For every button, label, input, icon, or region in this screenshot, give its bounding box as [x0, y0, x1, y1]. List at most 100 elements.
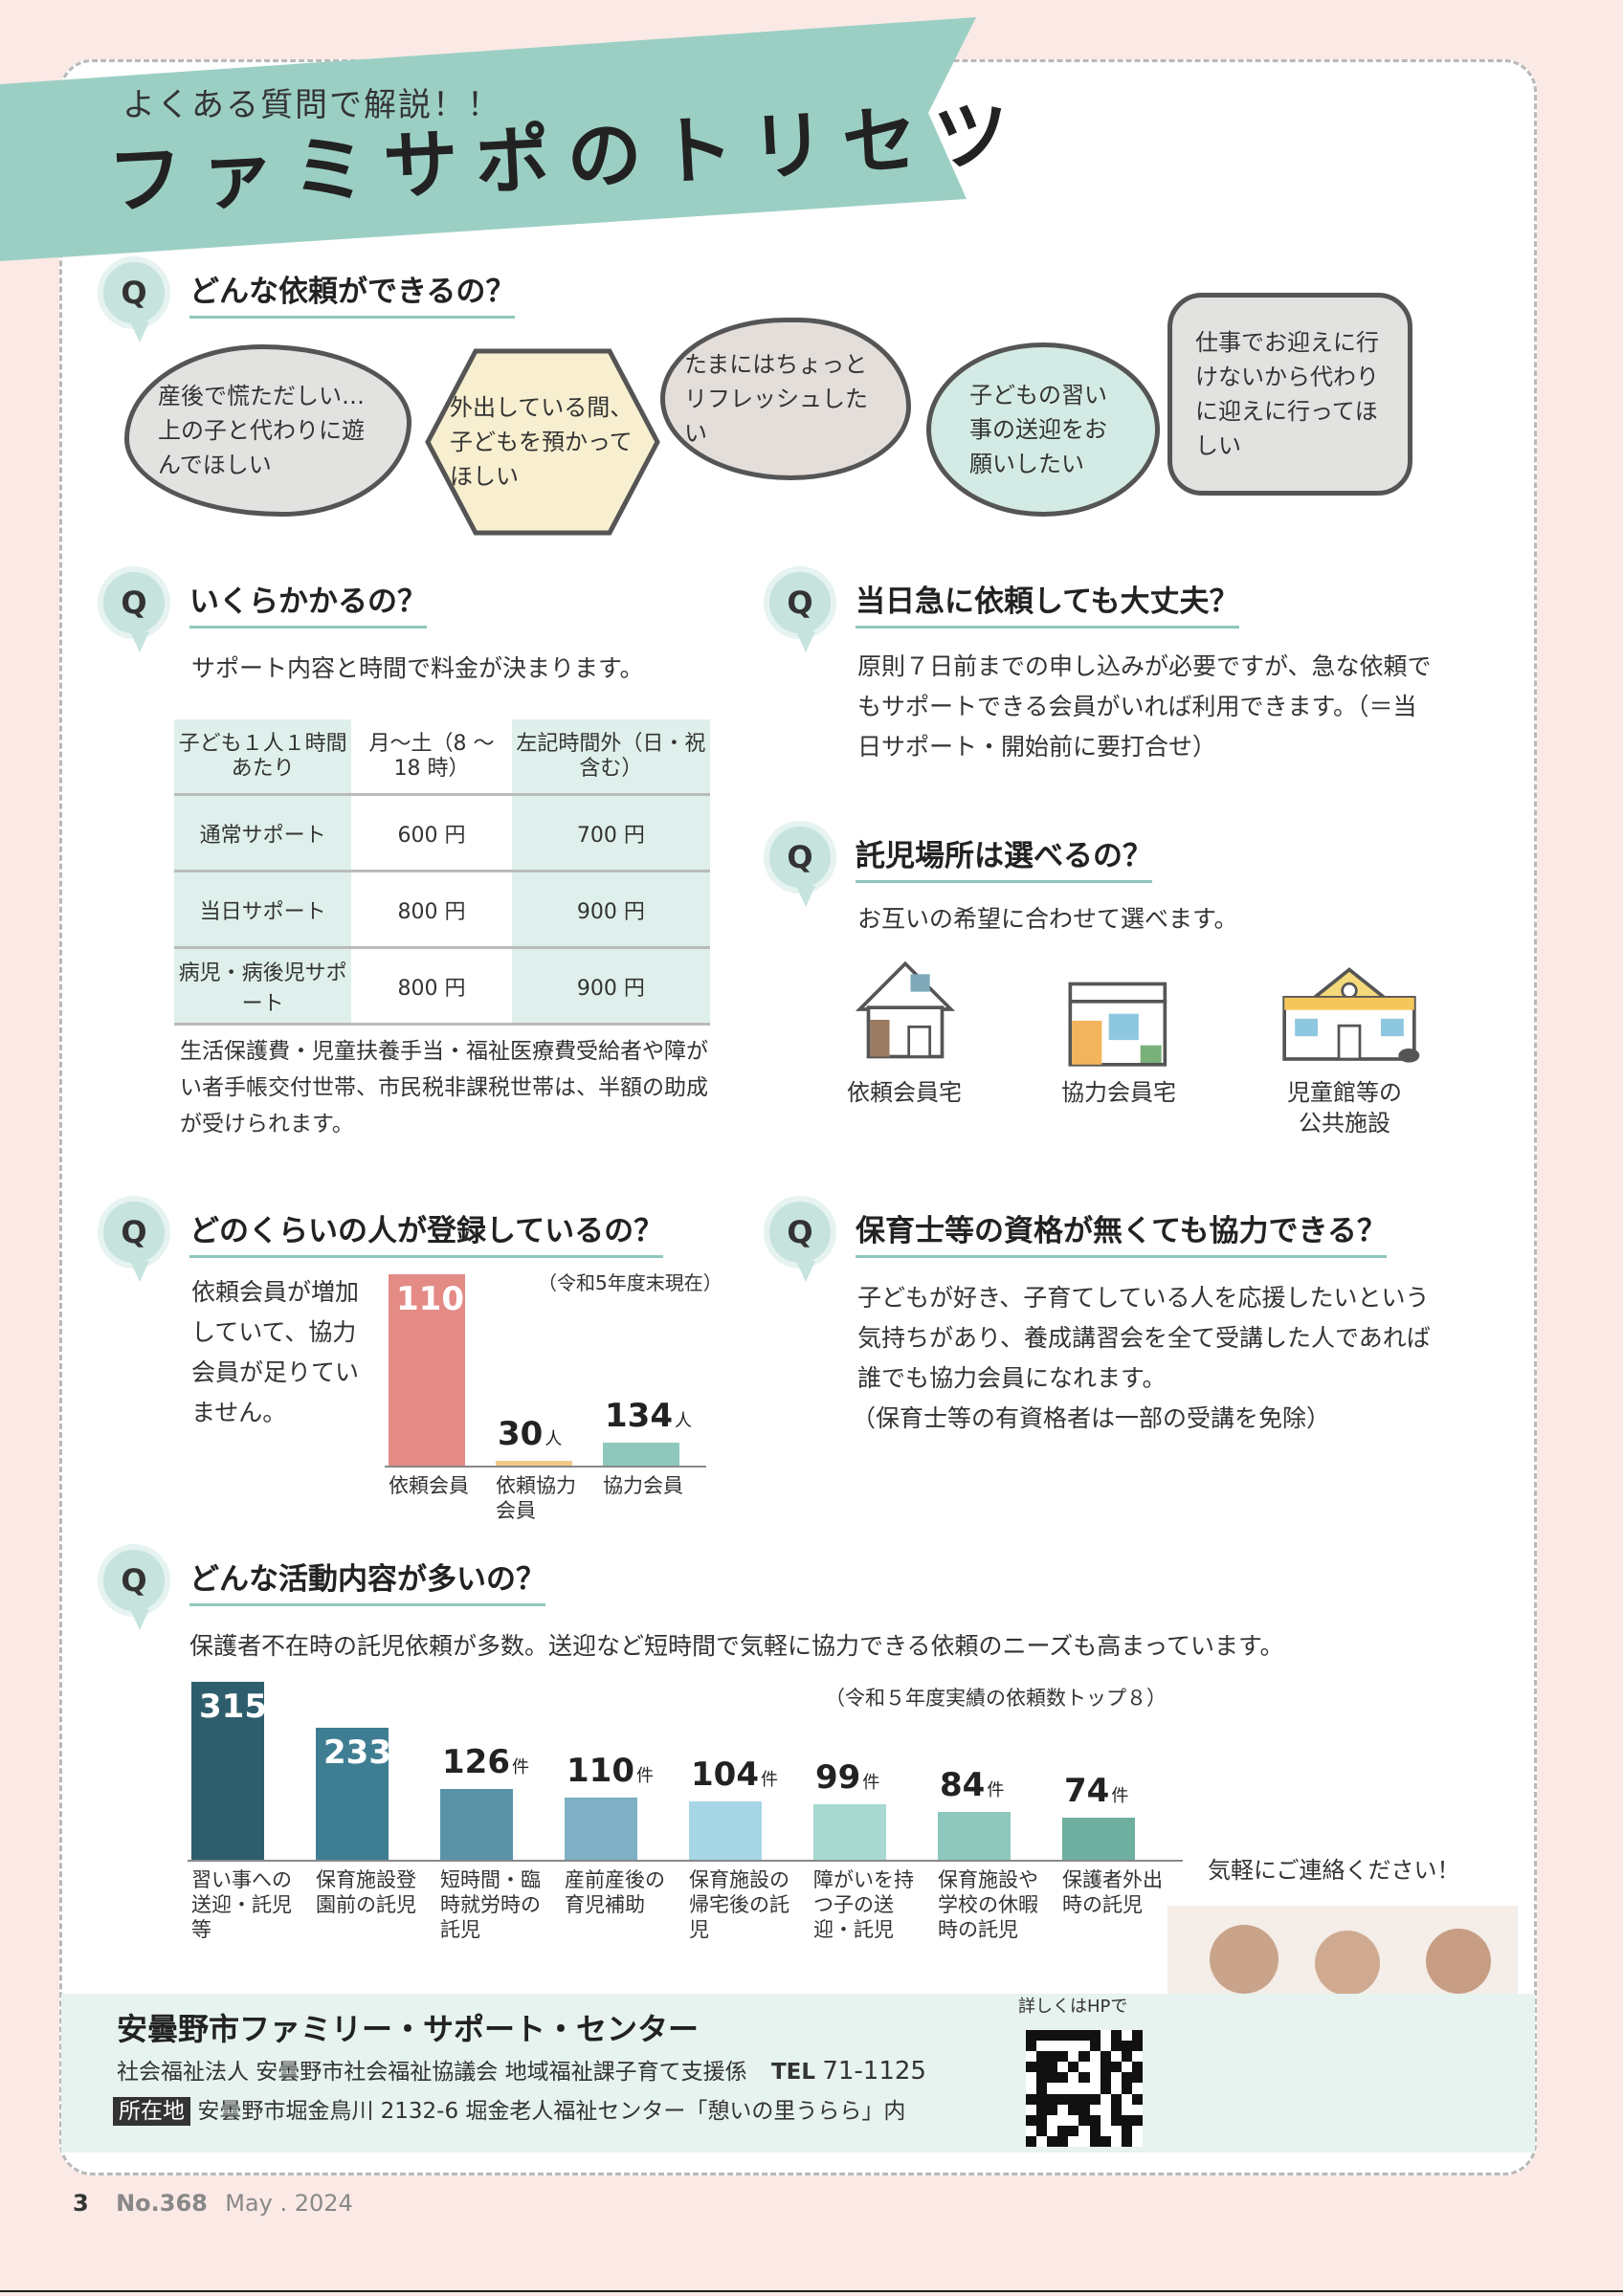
- q6-body: 子どもが好き、子育てしている人を応援したいという気持ちがあり、養成講習会を全て受…: [857, 1284, 1431, 1392]
- value-number: 1100: [396, 1280, 487, 1318]
- value-unit: 人: [488, 1294, 506, 1314]
- request-bubble: 仕事でお迎えに行けないから代わりに迎えに行ってほしい: [1167, 293, 1412, 496]
- q4-body: お互いの希望に合わせて選べます。: [857, 905, 1238, 933]
- chart-category-label: 習い事への送迎・託児等: [191, 1868, 292, 1941]
- chart-category-label: 保護者外出時の託児: [1062, 1868, 1163, 1916]
- value-unit: 件: [760, 1769, 778, 1790]
- fee-header: 月〜土（8 〜 18 時）: [351, 719, 512, 796]
- value-number: 134: [605, 1396, 673, 1435]
- chart-value-label: 84 件: [940, 1766, 1004, 1804]
- q1-title: どんな依頼ができるの？: [189, 267, 516, 319]
- place-label: 協力会員宅: [1061, 1079, 1176, 1106]
- footer-org: 安曇野市ファミリー・サポート・センター: [117, 2011, 700, 2047]
- chart-bar: [389, 1274, 465, 1466]
- q-badge: Q: [98, 256, 170, 342]
- chart-baseline: [188, 1860, 1183, 1862]
- fee-table-header: 子ども１人１時間あたり 月〜土（8 〜 18 時） 左記時間外（日・祝含む）: [174, 719, 710, 796]
- q-badge: Q: [98, 566, 170, 652]
- value-unit: 件: [635, 1766, 654, 1787]
- chart-value-label: 134 人: [605, 1397, 692, 1435]
- q6-note: （保育士等の有資格者は一部の受講を免除）: [852, 1404, 1331, 1432]
- value-unit: 件: [987, 1780, 1005, 1801]
- home-building-icon: [1068, 982, 1167, 1067]
- fee-table: 子ども１人１時間あたり 月〜土（8 〜 18 時） 左記時間外（日・祝含む） 通…: [174, 719, 710, 1026]
- value-unit: 人: [545, 1428, 563, 1449]
- q-badge: Q: [764, 1196, 836, 1282]
- issue-date: May . 2024: [225, 2190, 353, 2217]
- fee-other: 900 円: [511, 871, 710, 949]
- q-badge: Q: [98, 1544, 170, 1630]
- tel-number: 71-1125: [822, 2057, 926, 2086]
- chart-bar: [565, 1798, 637, 1860]
- issue-number: No.368: [116, 2190, 208, 2217]
- fee-weekday: 600 円: [351, 794, 512, 872]
- chart-value-label: 99 件: [815, 1758, 879, 1797]
- value-number: 74: [1064, 1772, 1110, 1811]
- value-number: 233: [323, 1733, 391, 1773]
- address-text: 安曇野市堀金鳥川 2132-6 堀金老人福祉センター「憩いの里うらら」内: [197, 2099, 906, 2124]
- chart-bar: [603, 1442, 679, 1466]
- chart-category-label: 協力会員: [603, 1474, 683, 1497]
- q2-heading: Q いくらかかるの？: [98, 566, 427, 652]
- q3-body: 原則７日前までの申し込みが必要ですが、急な依頼でもサポートできる会員がいれば利用…: [857, 652, 1432, 761]
- public-facility-icon: [1282, 967, 1420, 1063]
- value-unit: 件: [1111, 1786, 1129, 1807]
- q6-heading: Q 保育士等の資格が無くても協力できる？: [764, 1196, 1387, 1282]
- value-unit: 件: [392, 1748, 411, 1769]
- fee-row-label: 病児・病後児サポート: [174, 947, 352, 1026]
- value-number: 84: [940, 1766, 986, 1805]
- q5-note: （令和5年度末現在）: [538, 1271, 723, 1294]
- request-bubble: 産後で慌ただしい…上の子と代わりに遊んでほしい: [124, 344, 411, 517]
- page-number: 3: [73, 2190, 89, 2217]
- chart-value-label: 104 件: [691, 1755, 778, 1794]
- chart-category-label: 短時間・臨時就労時の託児: [440, 1868, 541, 1941]
- house-icon: [855, 960, 956, 1059]
- place-label: 依頼会員宅: [847, 1079, 962, 1106]
- q4-heading: Q 託児場所は選べるの？: [764, 821, 1152, 907]
- request-bubble: 外出している間、子どもを預かってほしい: [450, 394, 634, 490]
- q6-title: 保育士等の資格が無くても協力できる？: [856, 1206, 1387, 1258]
- chart-bar: [316, 1728, 389, 1860]
- footer-address: 所在地 安曇野市堀金鳥川 2132-6 堀金老人福祉センター「憩いの里うらら」内: [113, 2091, 905, 2131]
- chart-value-label: 1100 人: [396, 1280, 506, 1318]
- chart-baseline: [385, 1466, 706, 1468]
- q7-note: （令和５年度実績の依頼数トップ８）: [825, 1687, 1167, 1710]
- tel-label: TEL: [770, 2060, 815, 2085]
- footer-sub: 社会福祉法人 安曇野市社会福祉協議会 地域福祉課子育て支援係 TEL 71-11…: [117, 2051, 926, 2092]
- address-label: 所在地: [113, 2097, 190, 2126]
- chart-category-label: 保育施設や学校の休暇時の託児: [938, 1868, 1038, 1941]
- footer-sub-text: 社会福祉法人 安曇野市社会福祉協議会 地域福祉課子育て支援係: [117, 2060, 747, 2085]
- chart-value-label: 30 人: [498, 1415, 562, 1453]
- fee-other: 700 円: [511, 794, 710, 872]
- q3-title: 当日急に依頼しても大丈夫？: [856, 577, 1239, 629]
- q4-title: 託児場所は選べるの？: [856, 831, 1152, 883]
- value-number: 315: [199, 1688, 267, 1726]
- value-number: 30: [498, 1414, 544, 1453]
- q-badge: Q: [98, 1196, 170, 1282]
- fee-header: 子ども１人１時間あたり: [174, 719, 352, 796]
- value-unit: 人: [674, 1410, 692, 1431]
- request-bubble: たまにはちょっとリフレッシュしたい: [660, 318, 911, 480]
- chart-value-label: 126 件: [442, 1743, 529, 1781]
- place-label: 児童館等の公共施設: [1287, 1079, 1402, 1137]
- value-number: 110: [567, 1752, 634, 1791]
- chart-bar: [813, 1803, 886, 1860]
- value-unit: 件: [268, 1702, 286, 1722]
- q7-heading: Q どんな活動内容が多いの？: [98, 1544, 545, 1630]
- q2-title: いくらかかるの？: [189, 577, 427, 629]
- qr-caption: 詳しくはHPで: [1018, 1997, 1128, 2017]
- chart-category-label: 障がいを持つ子の送迎・託児: [813, 1868, 914, 1941]
- chart-category-label: 保育施設登園前の託児: [316, 1868, 416, 1916]
- q2-lead: サポート内容と時間で料金が決まります。: [191, 654, 644, 682]
- chart-value-label: 233 件: [323, 1733, 411, 1772]
- q5-heading: Q どのくらいの人が登録しているの？: [98, 1196, 664, 1282]
- hexagon-bubble-shape: [425, 348, 660, 536]
- fee-row-label: 通常サポート: [174, 794, 352, 872]
- qr-code[interactable]: [1026, 2030, 1143, 2147]
- chart-category-label: 産前産後の育児補助: [565, 1868, 665, 1916]
- chart-bar: [440, 1788, 513, 1860]
- chart-category-label: 依頼会員: [389, 1474, 469, 1497]
- value-number: 104: [691, 1755, 759, 1794]
- page-footer: 3 No.368 May . 2024: [73, 2183, 353, 2223]
- q2-note: 生活保護費・児童扶養手当・福祉医療費受給者や障がい者手帳交付世帯、市民税非課税世…: [180, 1039, 708, 1137]
